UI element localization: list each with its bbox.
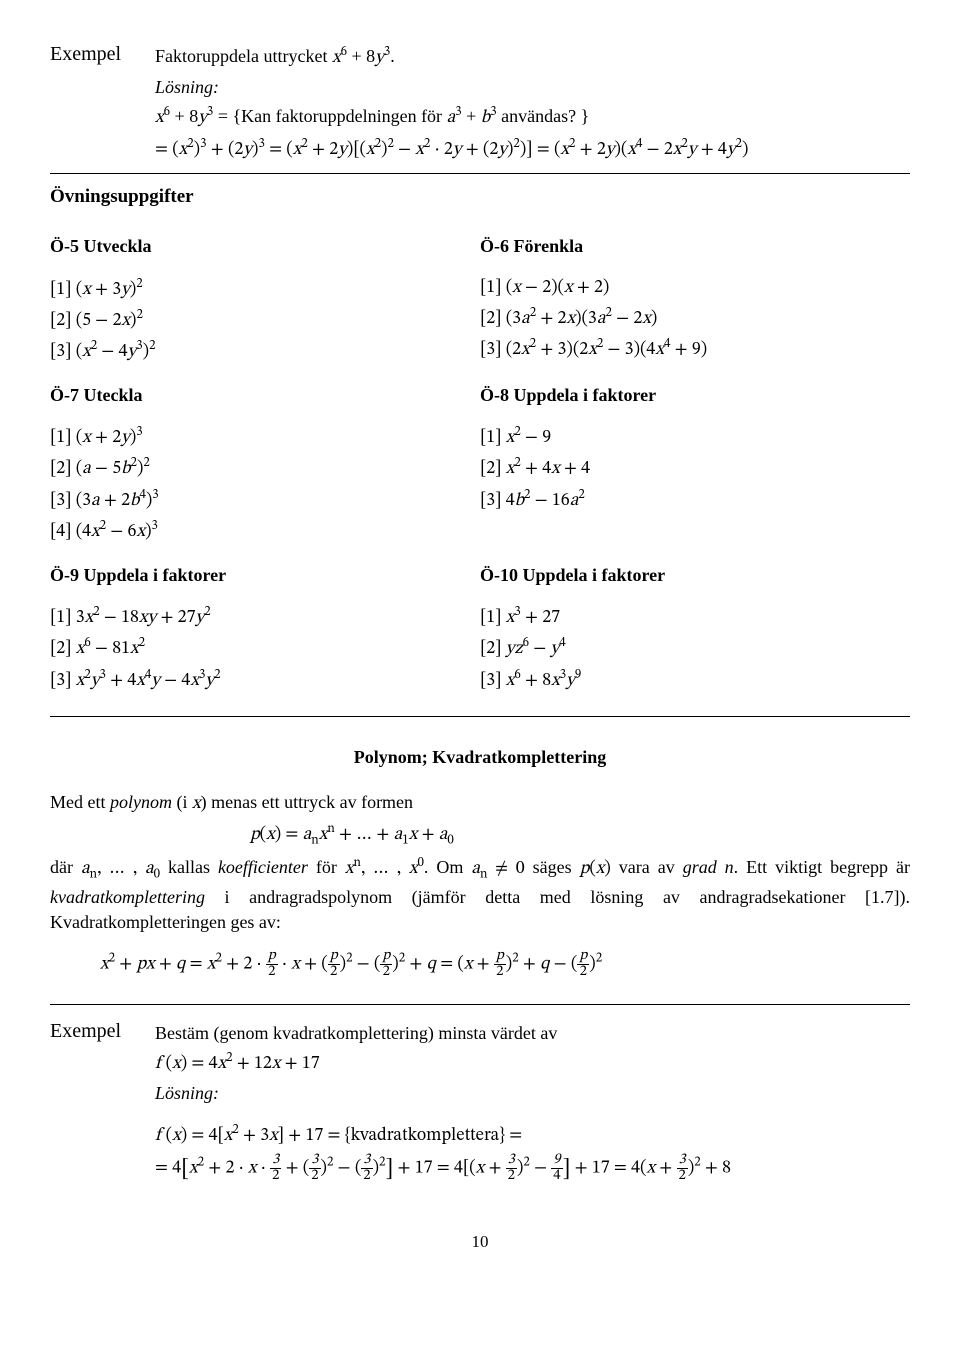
o9: Ö-9 Uppdela i faktorer [1] 3x2 − 18xy + … [50, 549, 480, 698]
o8-3: [3] 4b2 − 16a2 [480, 487, 910, 514]
o10-3: [3] x6 + 8x3y9 [480, 667, 910, 694]
ex2-eq1: f (x) = 4[x2 + 3x] + 17 = {kvadratkomple… [155, 1122, 910, 1149]
o9-title: Ö-9 Uppdela i faktorer [50, 563, 480, 588]
o8-1: [1] x2 − 9 [480, 424, 910, 451]
o10: Ö-10 Uppdela i faktorer [1] x3 + 27 [2] … [480, 549, 910, 698]
example2: Exempel Bestäm (genom kvadratkompletteri… [50, 1017, 910, 1191]
o6-title: Ö-6 Förenkla [480, 234, 910, 259]
exercises-row-3: Ö-9 Uppdela i faktorer [1] 3x2 − 18xy + … [50, 549, 910, 698]
ex2-eq2: = 4[x2 + 2 · x · 32 + (32)2 − (32)2] + 1… [155, 1153, 910, 1186]
o5-1: [1] (x + 3y)2 [50, 276, 480, 303]
polynom-p2: där an, … , a0 kallas koefficienter för … [50, 855, 910, 935]
o7: Ö-7 Uteckla [1] (x + 2y)3 [2] (a − 5b2)2… [50, 369, 480, 549]
o10-1: [1] x3 + 27 [480, 604, 910, 631]
o7-3: [3] (3a + 2b4)3 [50, 487, 480, 514]
o5-3: [3] (x2 − 4y3)2 [50, 338, 480, 365]
ex2-solution-label: Lösning: [155, 1081, 910, 1106]
o6-2: [2] (3a2 + 2x)(3a2 − 2x) [480, 305, 910, 332]
o5-2: [2] (5 − 2x)2 [50, 307, 480, 334]
o9-2: [2] x6 − 81x2 [50, 635, 480, 662]
polynom-eq: x2 + px + q = x2 + 2 · p2 · x + (p2)2 − … [50, 949, 910, 980]
rule-1 [50, 173, 910, 174]
exercises-row-1: Ö-5 Utveckla [1] (x + 3y)2 [2] (5 − 2x)2… [50, 220, 910, 369]
ex2-line1: Bestäm (genom kvadratkomplettering) mins… [155, 1021, 910, 1046]
polynom-intro: Med ett polynom (i x) menas ett uttryck … [50, 790, 910, 817]
o10-2: [2] yz6 − y4 [480, 635, 910, 662]
example1: Exempel Faktoruppdela uttrycket x6 + 8y3… [50, 40, 910, 167]
example2-label: Exempel [50, 1017, 155, 1191]
example2-body: Bestäm (genom kvadratkomplettering) mins… [155, 1017, 910, 1191]
ovning-heading: Övningsuppgifter [50, 184, 910, 211]
o9-3: [3] x2y3 + 4x4y − 4x3y2 [50, 667, 480, 694]
rule-2 [50, 716, 910, 717]
o7-4: [4] (4x2 − 6x)3 [50, 518, 480, 545]
o8-title: Ö-8 Uppdela i faktorer [480, 383, 910, 408]
ex1-line2: x6 + 8y3 = {Kan faktoruppdelningen för a… [155, 104, 910, 131]
o6-3: [3] (2x2 + 3)(2x2 − 3)(4x4 + 9) [480, 336, 910, 363]
ex1-problem: Faktoruppdela uttrycket x6 + 8y3. [155, 44, 910, 71]
polynom-formula: p(x) = anxn + … + a1x + a0 [50, 821, 910, 851]
o10-title: Ö-10 Uppdela i faktorer [480, 563, 910, 588]
ex1-solution-label: Lösning: [155, 75, 910, 100]
o5: Ö-5 Utveckla [1] (x + 3y)2 [2] (5 − 2x)2… [50, 220, 480, 369]
o8-2: [2] x2 + 4x + 4 [480, 455, 910, 482]
o9-1: [1] 3x2 − 18xy + 27y2 [50, 604, 480, 631]
page-number: 10 [50, 1230, 910, 1254]
o7-2: [2] (a − 5b2)2 [50, 455, 480, 482]
o6-1: [1] (x − 2)(x + 2) [480, 276, 910, 301]
example1-label: Exempel [50, 40, 155, 167]
example1-body: Faktoruppdela uttrycket x6 + 8y3. Lösnin… [155, 40, 910, 167]
ex1-line3: = (x2)3 + (2y)3 = (x2 + 2y)[(x2)2 − x2 ·… [155, 136, 910, 163]
polynom-heading: Polynom; Kvadratkomplettering [50, 745, 910, 770]
exercises-row-2: Ö-7 Uteckla [1] (x + 2y)3 [2] (a − 5b2)2… [50, 369, 910, 549]
o5-title: Ö-5 Utveckla [50, 234, 480, 259]
o7-1: [1] (x + 2y)3 [50, 424, 480, 451]
o8: Ö-8 Uppdela i faktorer [1] x2 − 9 [2] x2… [480, 369, 910, 549]
rule-3 [50, 1004, 910, 1005]
o6: Ö-6 Förenkla [1] (x − 2)(x + 2) [2] (3a2… [480, 220, 910, 369]
ex2-fx: f (x) = 4x2 + 12x + 17 [155, 1050, 910, 1077]
o7-title: Ö-7 Uteckla [50, 383, 480, 408]
